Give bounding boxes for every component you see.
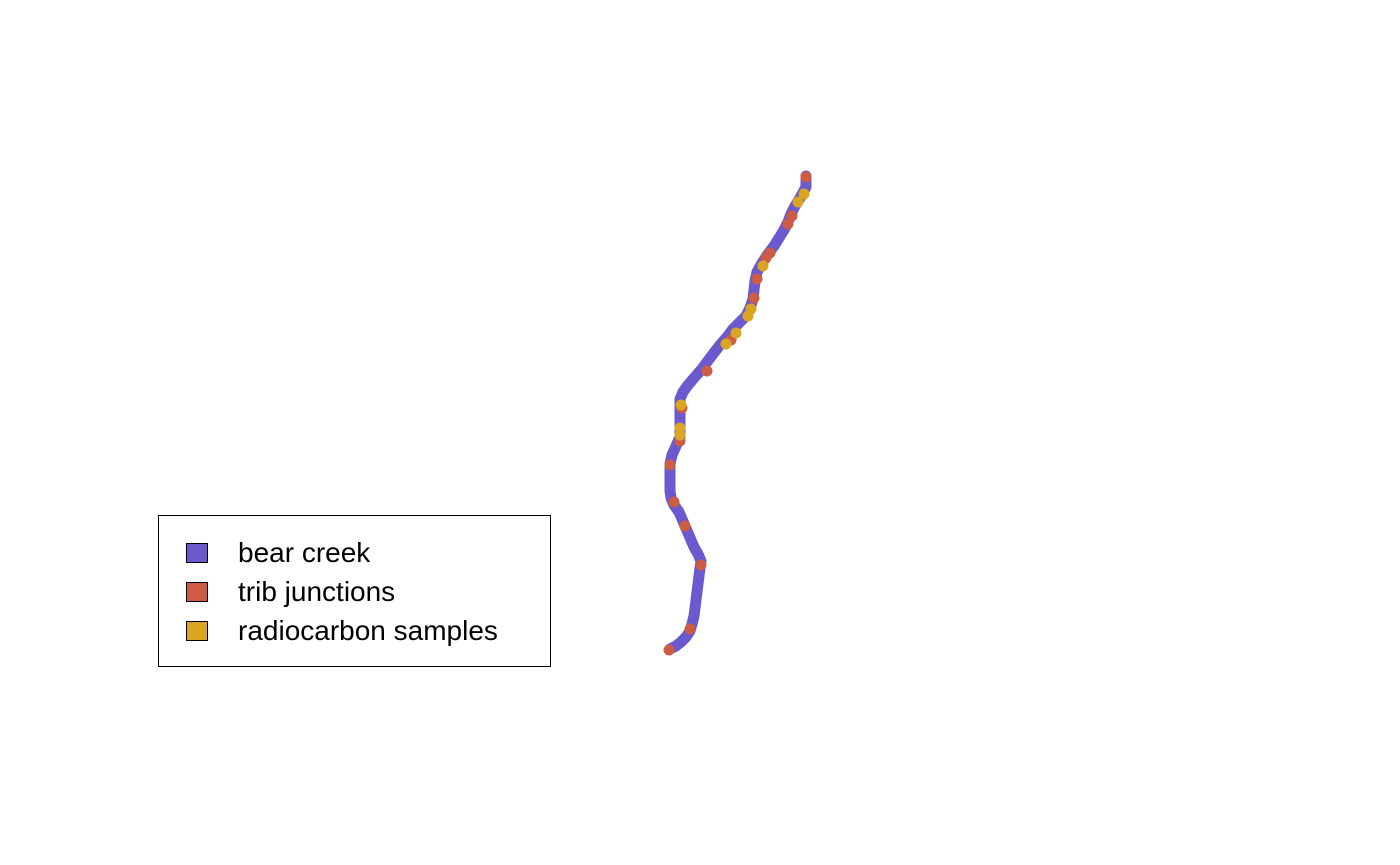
legend-swatch-bear-creek <box>186 543 208 563</box>
bear-creek-stream-line <box>664 170 812 655</box>
legend-label-trib-junctions: trib junctions <box>238 576 396 607</box>
legend-label-bear-creek: bear creek <box>238 537 371 568</box>
trib-junction-point <box>748 292 760 304</box>
trib-junction-point <box>664 459 676 471</box>
legend-swatch-radiocarbon-samples <box>186 621 208 641</box>
trib-junction-point <box>751 273 763 285</box>
radiocarbon-sample-point <box>742 310 754 322</box>
trib-junction-point <box>663 644 675 656</box>
legend-label-radiocarbon-samples: radiocarbon samples <box>238 615 498 646</box>
legend: bear creek trib junctions radiocarbon sa… <box>158 515 551 667</box>
trib-junction-point <box>679 520 691 532</box>
legend-item-radiocarbon-samples: radiocarbon samples <box>186 615 498 646</box>
trib-junction-point <box>684 623 696 635</box>
legend-item-bear-creek: bear creek <box>186 537 371 568</box>
legend-item-trib-junctions: trib junctions <box>186 576 396 607</box>
legend-swatch-trib-junctions <box>186 582 208 602</box>
radiocarbon-sample-point <box>675 399 687 411</box>
trib-junction-point <box>695 559 707 571</box>
radiocarbon-sample-point <box>674 429 686 441</box>
radiocarbon-sample-point <box>798 188 810 200</box>
radiocarbon-sample-point <box>720 338 732 350</box>
radiocarbon-sample-point <box>757 260 769 272</box>
trib-junction-point <box>668 496 680 508</box>
trib-junction-point <box>701 365 713 377</box>
trib-junction-point <box>782 218 794 230</box>
trib-junction-point <box>800 171 812 183</box>
radiocarbon-sample-point <box>730 327 742 339</box>
radiocarbon-sample-point <box>792 196 804 208</box>
